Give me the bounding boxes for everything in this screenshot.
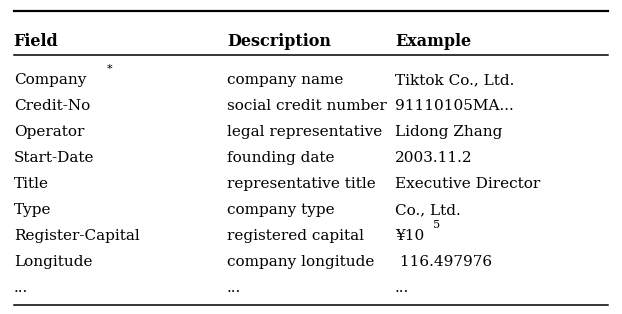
Text: representative title: representative title (227, 177, 376, 191)
Text: 5: 5 (433, 220, 440, 230)
Text: Credit-No: Credit-No (14, 99, 90, 113)
Text: company type: company type (227, 203, 335, 217)
Text: Executive Director: Executive Director (395, 177, 541, 191)
Text: *: * (107, 64, 113, 74)
Text: ...: ... (14, 281, 28, 295)
Text: registered capital: registered capital (227, 229, 364, 243)
Text: Type: Type (14, 203, 51, 217)
Text: Title: Title (14, 177, 49, 191)
Text: Operator: Operator (14, 125, 84, 139)
Text: Company: Company (14, 73, 86, 87)
Text: company name: company name (227, 73, 343, 87)
Text: Lidong Zhang: Lidong Zhang (395, 125, 503, 139)
Text: Co., Ltd.: Co., Ltd. (395, 203, 461, 217)
Text: Example: Example (395, 33, 471, 50)
Text: Description: Description (227, 33, 331, 50)
Text: ...: ... (395, 281, 409, 295)
Text: Register-Capital: Register-Capital (14, 229, 139, 243)
Text: company longitude: company longitude (227, 255, 374, 269)
Text: 91110105MA...: 91110105MA... (395, 99, 514, 113)
Text: ...: ... (227, 281, 241, 295)
Text: Start-Date: Start-Date (14, 151, 94, 165)
Text: 2003.11.2: 2003.11.2 (395, 151, 473, 165)
Text: Longitude: Longitude (14, 255, 92, 269)
Text: social credit number: social credit number (227, 99, 387, 113)
Text: Field: Field (14, 33, 58, 50)
Text: legal representative: legal representative (227, 125, 383, 139)
Text: Tiktok Co., Ltd.: Tiktok Co., Ltd. (395, 73, 514, 87)
Text: 116.497976: 116.497976 (395, 255, 492, 269)
Text: ¥10: ¥10 (395, 229, 424, 243)
Text: founding date: founding date (227, 151, 335, 165)
